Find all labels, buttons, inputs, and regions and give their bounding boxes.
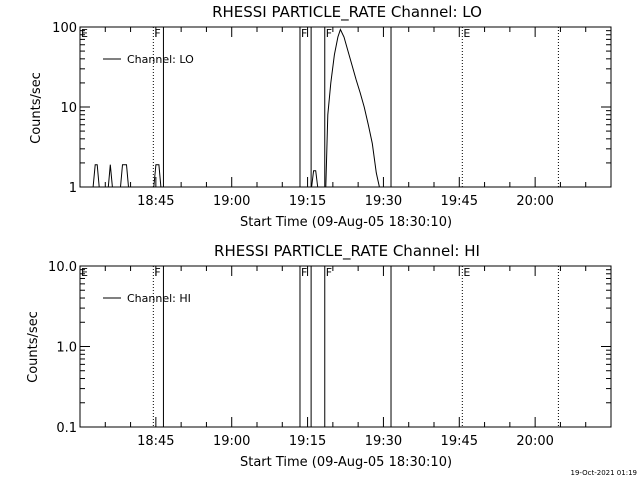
event-marker-label: E — [81, 266, 88, 279]
x-tick-label: 20:00 — [516, 194, 553, 209]
series-line — [325, 28, 380, 188]
x-tick-label: 19:45 — [441, 434, 478, 449]
y-tick-label: 10.0 — [48, 260, 77, 275]
series-line — [311, 170, 319, 188]
chart-panel-hi: RHESSI PARTICLE_RATE Channel: HI Counts/… — [26, 242, 612, 470]
x-tick-label: 19:45 — [441, 194, 478, 209]
event-marker-label: F — [326, 266, 332, 279]
legend: Channel: LO — [103, 53, 194, 66]
event-marker-label: F — [301, 266, 307, 279]
x-tick-label: 18:45 — [137, 194, 174, 209]
x-tick-label: 19:30 — [365, 194, 402, 209]
y-ticks: 0.1 1.0 10.0 — [48, 260, 611, 436]
event-marker-label: F — [154, 266, 160, 279]
x-axis-label: Start Time (09-Aug-05 18:30:10) — [240, 455, 452, 470]
y-tick-label: 100 — [52, 21, 77, 36]
chart-title: RHESSI PARTICLE_RATE Channel: LO — [212, 3, 482, 22]
y-axis-label: Counts/sec — [29, 72, 44, 144]
event-marker-label: E — [463, 266, 470, 279]
event-marker-label: E — [81, 27, 88, 40]
series-line — [92, 164, 100, 188]
timestamp-stamp: 19-Oct-2021 01:19 — [571, 469, 637, 477]
series-line — [153, 164, 162, 188]
x-ticks: 18:45 19:00 19:15 19:30 19:45 20:00 — [104, 266, 587, 449]
y-tick-label: 1 — [69, 181, 77, 196]
x-tick-label: 19:15 — [289, 434, 326, 449]
x-tick-label: 19:30 — [365, 434, 402, 449]
x-ticks: 18:45 19:00 19:15 19:30 19:45 20:00 — [104, 27, 587, 209]
y-tick-label: 0.1 — [56, 421, 77, 436]
series-line — [107, 164, 113, 188]
legend-label: Channel: HI — [127, 292, 191, 305]
event-marker-label: F — [154, 27, 160, 40]
x-tick-label: 19:15 — [289, 194, 326, 209]
x-axis-label: Start Time (09-Aug-05 18:30:10) — [240, 215, 452, 230]
series-lines — [92, 28, 380, 188]
x-tick-label: 18:45 — [137, 434, 174, 449]
x-tick-label: 19:00 — [213, 194, 250, 209]
y-ticks: 1 10 100 — [52, 21, 611, 196]
legend: Channel: HI — [103, 292, 191, 305]
event-marker-label: F — [326, 27, 332, 40]
y-tick-label: 1.0 — [56, 341, 77, 356]
y-axis-label: Counts/sec — [26, 311, 41, 383]
legend-label: Channel: LO — [127, 53, 194, 66]
event-marker-label: F — [301, 27, 307, 40]
chart-title: RHESSI PARTICLE_RATE Channel: HI — [214, 242, 480, 261]
x-tick-label: 20:00 — [516, 434, 553, 449]
series-line — [120, 164, 129, 188]
y-tick-label: 10 — [60, 101, 77, 116]
event-marker-label: E — [463, 27, 470, 40]
x-tick-label: 19:00 — [213, 434, 250, 449]
chart-panel-lo: RHESSI PARTICLE_RATE Channel: LO Counts/… — [29, 3, 612, 230]
